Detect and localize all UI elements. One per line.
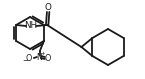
Text: O: O bbox=[45, 53, 51, 62]
Text: N: N bbox=[36, 53, 42, 61]
Text: O: O bbox=[45, 3, 52, 12]
Text: O: O bbox=[26, 53, 32, 62]
Text: −: − bbox=[22, 58, 28, 64]
Text: +: + bbox=[40, 51, 45, 56]
Text: NH: NH bbox=[25, 21, 38, 30]
